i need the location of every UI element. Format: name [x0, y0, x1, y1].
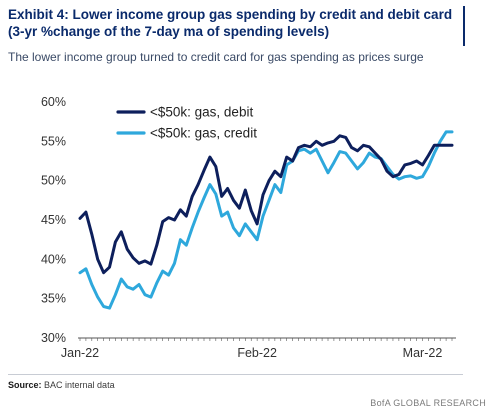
chart-title: Exhibit 4: Lower income group gas spendi…	[8, 6, 452, 40]
footer-rule	[8, 374, 463, 375]
x-tick-label: Feb-22	[237, 346, 277, 360]
legend: <$50k: gas, debit <$50k: gas, credit	[116, 105, 257, 141]
x-tick-label: Jan-22	[61, 346, 99, 360]
y-tick-label: 50%	[41, 174, 66, 188]
source-note: Source: BAC internal data	[8, 380, 115, 390]
y-tick-label: 55%	[41, 134, 66, 148]
series-layer	[78, 130, 454, 310]
x-axis: Jan-22 Feb-22 Mar-22	[61, 337, 456, 360]
source-label: Source:	[8, 380, 42, 390]
chart-subtitle: The lower income group turned to credit …	[8, 50, 424, 64]
y-tick-label: 45%	[41, 213, 66, 227]
legend-label-credit: <$50k: gas, credit	[150, 126, 257, 141]
y-tick-label: 30%	[41, 331, 66, 345]
y-tick-label: 60%	[41, 95, 66, 109]
series-line-credit	[78, 130, 454, 310]
y-tick-label: 40%	[41, 252, 66, 266]
y-tick-label: 35%	[41, 292, 66, 306]
legend-label-debit: <$50k: gas, debit	[150, 105, 253, 120]
x-tick-label: Mar-22	[403, 346, 443, 360]
source-text: BAC internal data	[44, 380, 115, 390]
chart-title-line2: (3-yr %change of the 7-day ma of spendin…	[8, 24, 330, 39]
title-accent-border	[8, 6, 465, 46]
series-line-debit	[78, 134, 454, 275]
y-axis: 30% 35% 40% 45% 50% 55% 60%	[41, 95, 66, 345]
chart-title-line1: Exhibit 4: Lower income group gas spendi…	[8, 7, 453, 22]
brand-mark: BofA GLOBAL RESEARCH	[370, 398, 486, 408]
